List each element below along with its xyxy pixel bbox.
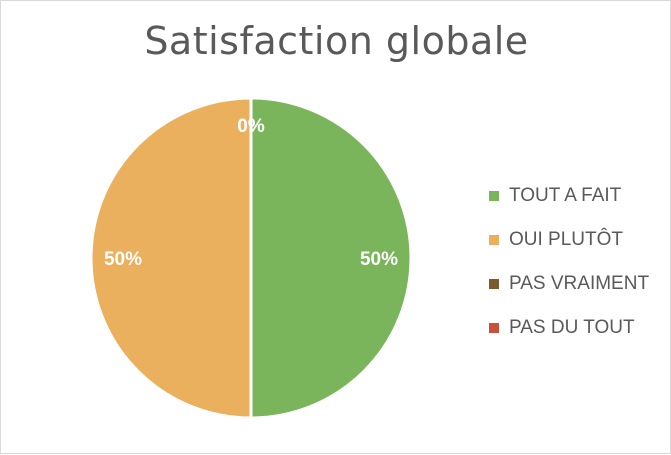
data-label-tout-a-fait: 50% [360, 249, 398, 270]
legend-swatch-tout-a-fait [489, 191, 499, 201]
legend-swatch-pas-vraiment [489, 279, 499, 289]
legend-item-pas-vraiment: PAS VRAIMENT [489, 262, 649, 306]
data-label-oui-plutot: 50% [104, 249, 142, 270]
legend-label-tout-a-fait: TOUT A FAIT [509, 185, 622, 206]
pie-slice-oui-plutot [89, 96, 253, 420]
legend-item-oui-plutot: OUI PLUTÔT [489, 218, 649, 262]
legend-item-pas-du-tout: PAS DU TOUT [489, 306, 649, 350]
legend-label-oui-plutot: OUI PLUTÔT [509, 229, 624, 250]
legend-item-tout-a-fait: TOUT A FAIT [489, 174, 649, 218]
legend-label-pas-vraiment: PAS VRAIMENT [509, 273, 650, 294]
legend-swatch-pas-du-tout [489, 323, 499, 333]
legend-label-pas-du-tout: PAS DU TOUT [509, 317, 635, 338]
chart-title: Satisfaction globale [144, 19, 529, 63]
legend-swatch-oui-plutot [489, 235, 499, 245]
data-label-pas-vraiment: 0% [237, 116, 265, 137]
legend: TOUT A FAIT OUI PLUTÔT PAS VRAIMENT PAS … [489, 174, 649, 350]
pie-slice-tout-a-fait [249, 96, 413, 420]
